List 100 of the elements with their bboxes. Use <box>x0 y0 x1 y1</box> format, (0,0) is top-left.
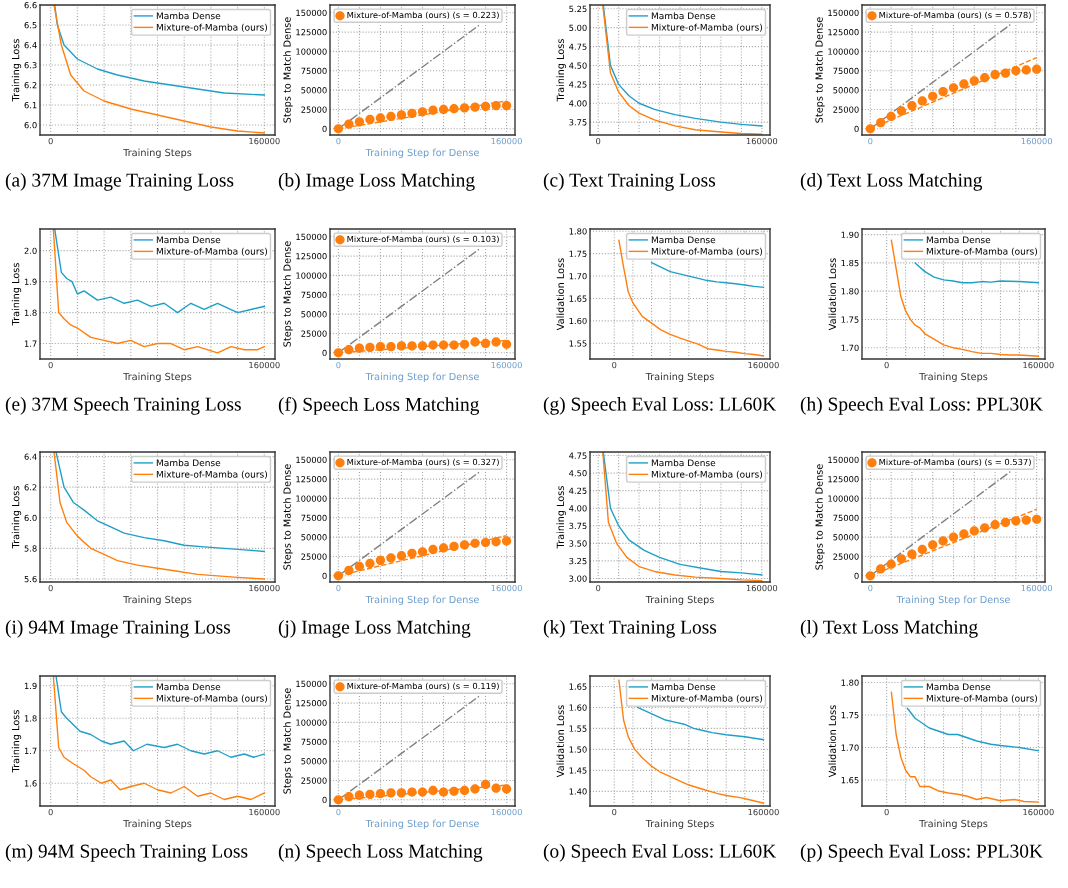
y-tick-label: 1.55 <box>569 340 587 347</box>
y-tick-label: 125000 <box>296 700 327 707</box>
y-axis-title: Steps to Match Dense <box>815 17 825 123</box>
x-tick-label: 160000 <box>491 584 522 592</box>
line-series <box>52 229 266 354</box>
y-tick-label: 1.65 <box>841 776 859 784</box>
x-tick-label: 160000 <box>491 808 522 816</box>
x-tick-label: 0 <box>884 361 889 369</box>
x-tick-label: 0 <box>48 361 53 369</box>
point <box>333 124 344 134</box>
line-series <box>890 691 1040 803</box>
y-tick-label: 1.65 <box>569 683 587 690</box>
x-tick-label: 0 <box>868 137 873 145</box>
y-tick-label: 1.8 <box>24 715 37 722</box>
legend-label: Mixture-of-Mamba (ours) (s = 0.327) <box>347 458 499 467</box>
point <box>375 555 386 565</box>
point <box>417 547 428 557</box>
x-tick-label: 160000 <box>748 361 779 369</box>
x-tick-label: 0 <box>612 808 617 816</box>
x-axis-title: Training Steps <box>645 819 714 830</box>
y-tick-label: 150000 <box>828 456 859 464</box>
y-tick-label: 4.75 <box>569 452 587 459</box>
y-tick-label: 2.0 <box>24 247 37 254</box>
text: (o) Speech Eval Loss: LL60K <box>543 844 777 862</box>
point <box>907 100 917 111</box>
y-tick-label: 0 <box>322 349 327 357</box>
point <box>417 341 428 351</box>
point <box>865 124 875 134</box>
y-tick-label: 4.25 <box>569 487 587 494</box>
point <box>980 523 990 533</box>
point <box>344 345 354 355</box>
x-tick-label: 160000 <box>249 137 280 145</box>
point <box>470 538 480 548</box>
point <box>428 544 438 555</box>
point <box>491 537 501 547</box>
point <box>375 113 386 123</box>
point <box>449 541 459 552</box>
y-tick-label: 150000 <box>296 456 327 464</box>
point <box>375 341 386 352</box>
y-axis-title: Training Loss <box>11 263 22 326</box>
y-tick-label: 1.75 <box>569 250 587 257</box>
y-tick-label: 4.50 <box>569 470 587 477</box>
point <box>459 103 470 113</box>
x-tick-label: 160000 <box>746 584 778 592</box>
y-tick-label: 3.25 <box>569 557 587 565</box>
y-axis-title: Training Loss <box>556 486 566 549</box>
y-tick-label: 5.00 <box>569 24 587 31</box>
line-series <box>53 5 266 134</box>
point <box>1011 66 1021 76</box>
point <box>354 561 365 572</box>
point <box>344 792 354 802</box>
legend-label: Mixture-of-Mamba (ours) <box>156 23 267 32</box>
y-axis-title: Validation Loss <box>828 705 837 778</box>
x-axis-title: Training Step for Dense <box>365 148 479 159</box>
y-tick-label: 6.4 <box>24 453 37 460</box>
y-tick-label: 50000 <box>833 87 859 94</box>
y-tick-label: 1.80 <box>569 228 587 235</box>
y-tick-label: 1.6 <box>24 780 37 787</box>
y-tick-label: 6.1 <box>24 101 37 109</box>
x-axis-title: Training Steps <box>919 819 988 830</box>
y-tick-label: 0 <box>854 572 859 580</box>
y-tick-label: 1.80 <box>841 288 859 295</box>
point <box>1032 64 1042 74</box>
y-tick-label: 0 <box>322 796 327 804</box>
y-tick-label: 125000 <box>296 29 327 36</box>
legend-label: Mixture-of-Mamba (ours) <box>926 694 1037 703</box>
point <box>333 795 344 805</box>
x-tick-label: 160000 <box>491 137 522 145</box>
y-axis-title: Steps to Match Dense <box>283 688 293 794</box>
legend-label: Mixture-of-Mamba (ours) <box>651 694 762 703</box>
point <box>396 788 407 798</box>
x-tick-label: 160000 <box>1023 361 1054 369</box>
x-axis-title: Training Steps <box>123 148 192 159</box>
y-tick-label: 4.00 <box>569 100 587 107</box>
y-tick-label: 6.6 <box>24 1 37 9</box>
point <box>948 532 959 542</box>
y-tick-label: 125000 <box>828 29 859 36</box>
legend-label: Mixture-of-Mamba (ours) (s = 0.119) <box>347 682 499 691</box>
line-series <box>53 229 266 314</box>
legend-label: Mamba Dense <box>926 236 991 244</box>
legend-label: Mamba Dense <box>156 12 221 20</box>
point <box>365 342 375 353</box>
point <box>449 786 459 796</box>
y-tick-label: 5.25 <box>569 5 587 13</box>
legend-label: Mixture-of-Mamba (ours) <box>156 247 267 256</box>
y-tick-label: 50000 <box>301 311 327 318</box>
y-tick-label: 75000 <box>301 738 327 746</box>
x-axis-title: Training Step for Dense <box>365 819 479 830</box>
point <box>438 340 449 350</box>
y-tick-label: 25000 <box>301 330 327 337</box>
y-tick-label: 6.3 <box>24 61 37 69</box>
legend-label: Mixture-of-Mamba (ours) <box>156 694 267 703</box>
legend-label: Mixture-of-Mamba (ours) <box>651 470 762 479</box>
point <box>886 111 896 122</box>
point <box>459 785 470 796</box>
point <box>396 341 407 351</box>
legend-label: Mixture-of-Mamba (ours) <box>651 247 762 256</box>
point <box>470 102 480 112</box>
y-tick-label: 1.7 <box>24 747 37 754</box>
point <box>948 83 959 93</box>
